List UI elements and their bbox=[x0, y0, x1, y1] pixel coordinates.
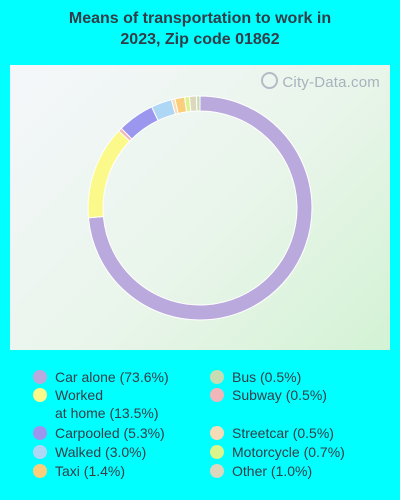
legend-label: Motorcycle (0.7%) bbox=[232, 444, 345, 460]
legend-label-line-1: Worked bbox=[55, 387, 103, 403]
legend-label: Worked at home (13.5%) bbox=[55, 386, 159, 422]
legend-swatch bbox=[33, 464, 47, 478]
donut-slice-bus bbox=[195, 95, 201, 112]
donut-slice-carpooled bbox=[120, 106, 159, 140]
legend-swatch bbox=[33, 388, 47, 402]
legend-swatch bbox=[33, 370, 47, 384]
chart-title: Means of transportation to work in 2023,… bbox=[0, 8, 400, 50]
legend-swatch bbox=[210, 445, 224, 459]
chart-title-line-2: 2023, Zip code 01862 bbox=[120, 31, 280, 48]
donut-slice-other bbox=[188, 95, 198, 112]
legend-label-line-2: at home (13.5%) bbox=[55, 405, 159, 421]
legend-label: Car alone (73.6%) bbox=[55, 369, 169, 385]
legend-swatch bbox=[210, 370, 224, 384]
legend-label: Bus (0.5%) bbox=[232, 369, 302, 385]
legend-swatch bbox=[210, 388, 224, 402]
globe-icon bbox=[261, 72, 279, 89]
legend-swatch bbox=[210, 464, 224, 478]
watermark-text: City-Data.com bbox=[282, 74, 380, 91]
legend-swatch bbox=[210, 426, 224, 440]
legend-label: Streetcar (0.5%) bbox=[232, 425, 334, 441]
legend-label: Subway (0.5%) bbox=[232, 387, 327, 403]
legend-label: Taxi (1.4%) bbox=[55, 463, 126, 479]
chart-title-line-1: Means of transportation to work in bbox=[68, 10, 332, 27]
legend-label: Walked (3.0%) bbox=[55, 444, 147, 460]
legend-swatch bbox=[33, 426, 47, 440]
donut-slice-car-alone bbox=[87, 95, 313, 321]
plot-area bbox=[10, 65, 390, 350]
donut-slice-worked-at-home bbox=[87, 130, 131, 219]
legend-label: Carpooled (5.3%) bbox=[55, 425, 165, 441]
donut-chart bbox=[87, 95, 313, 321]
watermark: City-Data.com bbox=[261, 72, 380, 91]
legend-swatch bbox=[33, 445, 47, 459]
legend-label: Other (1.0%) bbox=[232, 463, 313, 479]
